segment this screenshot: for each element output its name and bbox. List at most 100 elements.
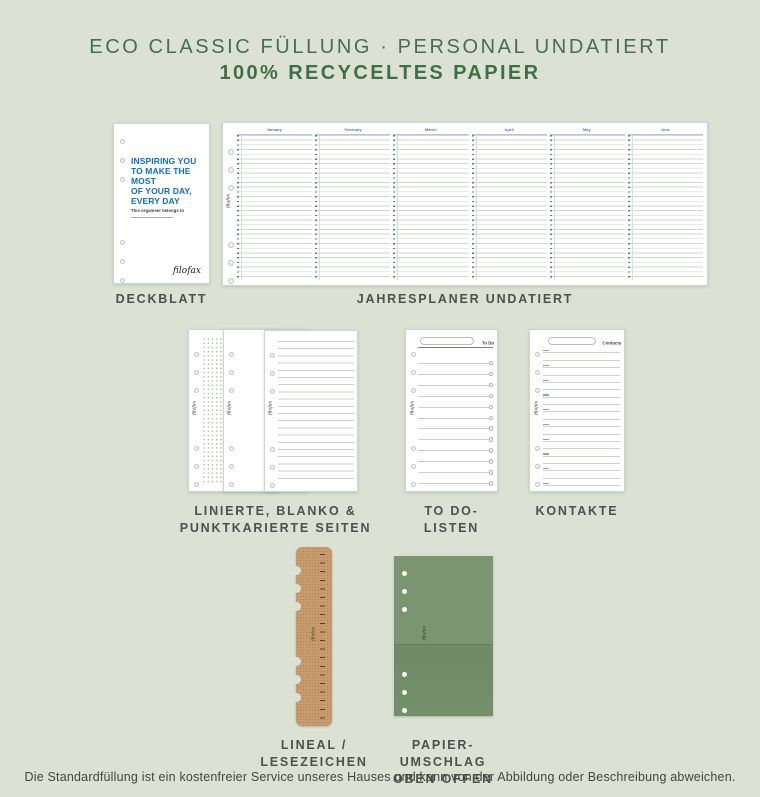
punch-hole <box>229 352 234 357</box>
ruler-notches <box>292 566 301 702</box>
filofax-logo: filofax <box>409 400 415 415</box>
punch-hole <box>402 690 407 695</box>
punch-hole <box>535 388 540 393</box>
seiten-caption-line: PUNKTKARIERTE SEITEN <box>179 521 372 535</box>
ruled-line <box>543 412 620 420</box>
ruled-line <box>418 386 493 399</box>
ruler-notch <box>292 602 301 611</box>
filofax-logo: filofax <box>172 266 201 276</box>
ruled-line <box>418 462 493 475</box>
punch-hole <box>535 446 540 451</box>
cover-heading: INSPIRING YOU TO MAKE THE MOST OF YOUR D… <box>131 156 207 206</box>
ruled-line <box>543 457 620 464</box>
punch-holes <box>228 149 234 284</box>
punch-hole <box>535 482 540 487</box>
envelope-caption: PAPIER-UMSCHLAG OBEN OFFEN <box>373 737 513 788</box>
punch-hole <box>411 464 416 469</box>
punch-hole <box>194 464 199 469</box>
punch-hole <box>402 708 407 713</box>
punch-hole <box>194 370 199 375</box>
filofax-logo: filofax <box>310 626 316 641</box>
punch-hole <box>228 260 234 266</box>
ruler-notch <box>292 566 301 575</box>
ruled-line <box>543 464 620 472</box>
month-name: May <box>583 127 592 132</box>
ruled-line <box>543 353 620 361</box>
punch-hole <box>535 464 540 469</box>
planner-columns: January February March April May June <box>237 126 704 280</box>
ruled-line <box>418 429 493 442</box>
filofax-logo: filofax <box>226 400 232 415</box>
todo-rows <box>418 353 493 486</box>
ruled-line <box>418 397 493 410</box>
punch-hole <box>402 589 407 594</box>
punch-hole <box>411 388 416 393</box>
cork-texture <box>296 547 332 726</box>
punch-hole <box>270 371 275 376</box>
month-header: February <box>315 126 391 135</box>
contacts-caption: KONTAKTE <box>535 504 619 518</box>
cover-heading-line: TO MAKE THE MOST <box>131 166 191 186</box>
ruled-lines <box>278 341 354 485</box>
month-name: March <box>425 127 437 132</box>
punch-hole <box>120 177 125 182</box>
punch-holes <box>229 352 234 487</box>
seiten-caption-line: LINIERTE, BLANKO & <box>194 504 357 518</box>
ruled-line <box>418 419 493 431</box>
contacts-page: Contacts filofax <box>529 329 625 492</box>
month-name: February <box>344 127 362 132</box>
todo-header-text: To Do <box>481 340 494 346</box>
punch-hole <box>194 482 199 487</box>
ruled-line <box>543 368 620 376</box>
todo-caption: TO DO-LISTEN <box>423 504 480 535</box>
punch-hole <box>535 352 540 357</box>
ruler-caption: LINEAL / LESEZEICHEN <box>244 737 384 771</box>
ruler-caption-line: LESEZEICHEN <box>260 755 368 769</box>
ruled-line <box>418 440 493 453</box>
ruled-line <box>543 390 620 398</box>
page-title: ECO CLASSIC FÜLLUNG · PERSONAL UNDATIERT <box>89 36 671 58</box>
ruled-line <box>543 442 620 450</box>
deckblatt-sheet: INSPIRING YOU TO MAKE THE MOST OF YOUR D… <box>113 123 210 284</box>
planner-month-column: March <box>393 126 469 280</box>
punch-hole <box>228 185 234 191</box>
punch-holes <box>270 353 275 488</box>
jahresplaner-caption: JAHRESPLANER UNDATIERT <box>356 292 574 306</box>
cover-heading-line: EVERY DAY <box>131 196 180 206</box>
ruler-notch <box>292 693 301 702</box>
filofax-logo: filofax <box>267 400 273 416</box>
punch-hole <box>535 370 540 375</box>
belongs-text: This organiser belongs to <box>131 209 185 214</box>
punch-hole <box>120 278 125 283</box>
jahresplaner-sheet: filofax January February March April May <box>222 122 708 286</box>
ruler-bookmark: filofax <box>292 547 332 726</box>
ruler-caption-line: LINEAL / <box>280 738 348 752</box>
month-name: January <box>266 127 283 132</box>
ruler-notch <box>292 584 301 593</box>
punch-hole <box>120 139 125 144</box>
punch-hole <box>270 389 275 394</box>
punch-hole <box>120 240 125 245</box>
month-header: April <box>471 126 547 135</box>
punch-hole <box>411 446 416 451</box>
punch-hole <box>194 388 199 393</box>
todo-header: To Do <box>472 334 494 352</box>
month-grid <box>393 135 469 280</box>
punch-hole <box>270 465 275 470</box>
punch-hole <box>229 464 234 469</box>
month-name: June <box>660 127 671 132</box>
punch-hole <box>402 672 407 677</box>
ruled-line <box>543 435 620 442</box>
ruled-line <box>418 451 493 464</box>
month-header: March <box>393 126 469 135</box>
paper-envelope: filofax <box>394 556 493 716</box>
ruled-line <box>543 479 620 487</box>
punch-hole <box>402 571 407 576</box>
title-field <box>548 337 596 345</box>
month-grid <box>315 135 391 280</box>
filofax-logo: filofax <box>533 400 539 415</box>
ruled-line <box>543 346 620 354</box>
ruled-line <box>418 364 493 377</box>
punch-holes <box>535 352 540 487</box>
punch-holes <box>402 571 407 713</box>
